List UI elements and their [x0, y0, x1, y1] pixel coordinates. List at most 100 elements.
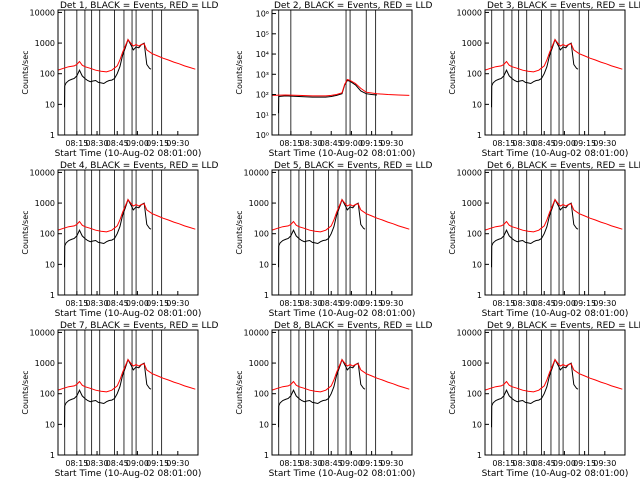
- x-tick-label: 08:45: [106, 139, 129, 148]
- y-tick-label: 1000: [462, 199, 482, 208]
- series-events: [491, 198, 579, 268]
- y-tick-label: 10³: [256, 70, 269, 79]
- y-tick-label: 1: [50, 131, 55, 140]
- y-tick-label: 1000: [35, 39, 55, 48]
- y-axis-label: Counts/sec: [235, 210, 244, 254]
- panel-det-6: Det 6, BLACK = Events, RED = LLD 1 10 100 10…: [448, 161, 640, 319]
- x-tick-label: 09:30: [593, 139, 616, 148]
- y-tick-label: 100: [467, 230, 482, 239]
- x-tick-label: 08:45: [533, 459, 556, 468]
- x-tick-label: 08:45: [320, 299, 343, 308]
- x-tick-label: 08:45: [106, 299, 129, 308]
- y-tick-label: 1000: [249, 199, 269, 208]
- panel-title: Det 8, BLACK = Events, RED = LLD: [274, 321, 433, 331]
- y-tick-label: 10: [45, 100, 55, 109]
- x-tick-label: 09:00: [553, 299, 576, 308]
- panel-det-5: Det 5, BLACK = Events, RED = LLD 1 10 100 10…: [235, 161, 433, 319]
- series-lld: [272, 198, 410, 233]
- y-tick-label: 10⁴: [256, 50, 269, 59]
- series-events: [491, 358, 579, 428]
- x-tick-label: 08:15: [279, 299, 302, 308]
- series-events: [64, 38, 152, 108]
- x-tick-label: 08:15: [279, 459, 302, 468]
- y-axis-label: Counts/sec: [21, 370, 30, 414]
- y-tick-label: 10000: [244, 168, 269, 177]
- y-tick-label: 1000: [462, 39, 482, 48]
- series-lld: [485, 38, 623, 73]
- x-axis-label: Start Time (10-Aug-02 08:01:00): [55, 469, 202, 479]
- series-lld: [272, 358, 410, 393]
- series-events: [64, 358, 152, 428]
- y-tick-label: 100: [254, 230, 269, 239]
- plot-frame: [484, 9, 626, 136]
- y-tick-label: 100: [40, 230, 55, 239]
- plot-frame: [484, 329, 626, 456]
- panel-det-3: Det 3, BLACK = Events, RED = LLD 1 10 100 10…: [448, 1, 640, 159]
- y-tick-label: 1000: [462, 359, 482, 368]
- x-tick-label: 09:30: [593, 299, 616, 308]
- y-tick-label: 10⁵: [256, 30, 269, 39]
- y-tick-label: 10: [472, 260, 482, 269]
- x-tick-label: 09:00: [340, 139, 363, 148]
- x-tick-label: 09:15: [573, 139, 596, 148]
- x-tick-label: 09:15: [360, 299, 383, 308]
- x-tick-label: 09:30: [380, 299, 403, 308]
- x-tick-label: 08:30: [300, 459, 323, 468]
- y-tick-label: 100: [40, 390, 55, 399]
- y-tick-label: 10: [45, 420, 55, 429]
- panel-det-1: Det 1, BLACK = Events, RED = LLD 1 10 100 10…: [21, 1, 219, 159]
- series-events: [491, 38, 579, 108]
- plot-frame: [484, 169, 626, 296]
- y-axis-label: Counts/sec: [21, 50, 30, 94]
- series-lld: [58, 358, 196, 393]
- x-tick-label: 09:30: [166, 139, 189, 148]
- y-tick-label: 1: [477, 451, 482, 460]
- panel-det-2: Det 2, BLACK = Events, RED = LLD 10⁰ 10¹ 10…: [235, 1, 433, 159]
- y-tick-label: 10000: [30, 328, 55, 337]
- x-tick-label: 09:15: [360, 139, 383, 148]
- y-axis-label: Counts/sec: [448, 50, 457, 94]
- y-axis-label: Counts/sec: [21, 210, 30, 254]
- panel-title: Det 1, BLACK = Events, RED = LLD: [60, 1, 219, 11]
- x-tick-label: 08:30: [513, 139, 536, 148]
- series-lld: [272, 78, 410, 97]
- y-tick-label: 1: [264, 291, 269, 300]
- y-axis-label: Counts/sec: [448, 210, 457, 254]
- x-tick-label: 08:15: [65, 459, 88, 468]
- plot-frame: [57, 9, 199, 136]
- panel-det-7: Det 7, BLACK = Events, RED = LLD 1 10 100 10…: [21, 321, 219, 479]
- y-tick-label: 10: [259, 420, 269, 429]
- y-tick-label: 1000: [35, 199, 55, 208]
- x-tick-label: 09:00: [126, 459, 149, 468]
- panel-title: Det 9, BLACK = Events, RED = LLD: [487, 321, 640, 331]
- x-tick-label: 09:15: [573, 459, 596, 468]
- x-tick-label: 09:15: [146, 459, 169, 468]
- y-tick-label: 10: [45, 260, 55, 269]
- y-tick-label: 1: [477, 291, 482, 300]
- y-tick-label: 10: [472, 420, 482, 429]
- y-tick-label: 10000: [457, 168, 482, 177]
- x-axis-label: Start Time (10-Aug-02 08:01:00): [55, 149, 202, 159]
- x-tick-label: 08:45: [106, 459, 129, 468]
- series-lld: [58, 38, 196, 73]
- y-tick-label: 10: [472, 100, 482, 109]
- y-tick-label: 100: [467, 70, 482, 79]
- plot-frame: [271, 169, 413, 296]
- x-tick-label: 08:30: [513, 299, 536, 308]
- y-tick-label: 10¹: [256, 111, 269, 120]
- x-tick-label: 09:15: [146, 139, 169, 148]
- y-tick-label: 100: [254, 390, 269, 399]
- plot-frame: [57, 169, 199, 296]
- y-tick-label: 10000: [457, 8, 482, 17]
- x-tick-label: 09:30: [166, 299, 189, 308]
- x-tick-label: 08:30: [86, 459, 109, 468]
- y-tick-label: 10000: [30, 168, 55, 177]
- x-tick-label: 09:30: [593, 459, 616, 468]
- panel-title: Det 3, BLACK = Events, RED = LLD: [487, 1, 640, 11]
- panel-det-8: Det 8, BLACK = Events, RED = LLD 1 10 100 10…: [235, 321, 433, 479]
- series-lld: [485, 358, 623, 393]
- y-tick-label: 10000: [244, 328, 269, 337]
- y-tick-label: 1: [264, 451, 269, 460]
- x-tick-label: 08:15: [65, 299, 88, 308]
